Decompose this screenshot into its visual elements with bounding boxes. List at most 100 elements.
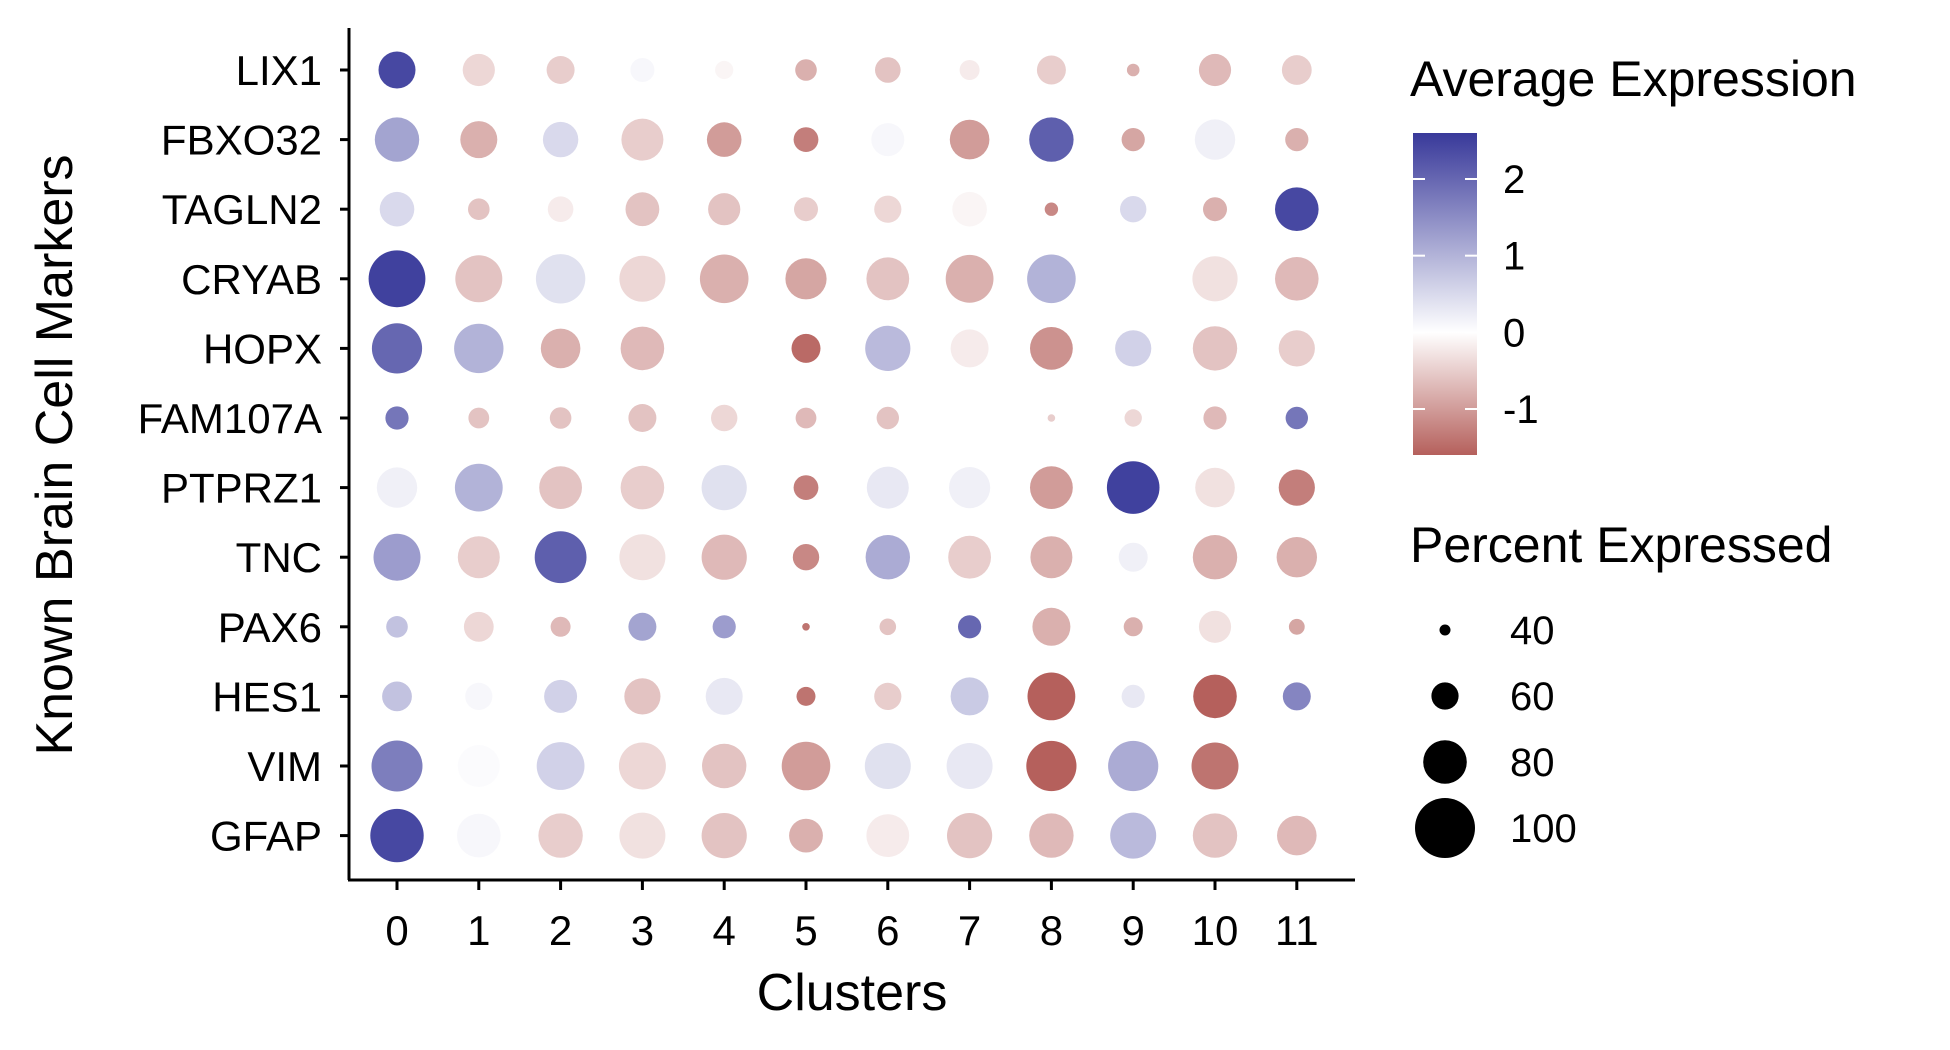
dot-tagln2-cluster-9 bbox=[1120, 196, 1147, 223]
dot-fam107a-cluster-9 bbox=[1124, 409, 1142, 427]
dot-fbxo32-cluster-10 bbox=[1194, 119, 1236, 160]
color-legend-ticks: 2 1 0 -1 bbox=[1413, 158, 1539, 432]
dot-hopx-cluster-6 bbox=[865, 325, 911, 371]
dot-vim-cluster-11 bbox=[1276, 745, 1318, 787]
dot-hopx-cluster-7 bbox=[950, 329, 989, 368]
dot-gfap-cluster-9 bbox=[1110, 812, 1157, 859]
color-legend: Average Expression 2 1 0 -1 bbox=[1410, 51, 1857, 455]
dot-hopx-cluster-5 bbox=[791, 333, 821, 363]
dot-ptprz1-cluster-10 bbox=[1195, 467, 1235, 508]
dot-cryab-cluster-3 bbox=[619, 255, 666, 302]
dot-tnc-cluster-6 bbox=[865, 535, 910, 580]
dot-hes1-cluster-11 bbox=[1282, 682, 1311, 711]
dot-tnc-cluster-0 bbox=[373, 533, 421, 581]
dot-lix1-cluster-8 bbox=[1036, 55, 1066, 85]
dot-cryab-cluster-6 bbox=[866, 257, 910, 301]
dot-hopx-cluster-1 bbox=[454, 323, 504, 374]
dot-tnc-cluster-4 bbox=[701, 534, 747, 580]
y-tick-label: FAM107A bbox=[138, 395, 322, 442]
dot-hes1-cluster-2 bbox=[544, 679, 578, 713]
dot-pax6-cluster-5 bbox=[802, 623, 810, 631]
dot-cryab-cluster-0 bbox=[368, 250, 426, 308]
dot-tnc-cluster-8 bbox=[1030, 536, 1073, 579]
dot-cryab-cluster-11 bbox=[1275, 257, 1319, 301]
dot-tnc-cluster-11 bbox=[1276, 537, 1318, 578]
dot-pax6-cluster-11 bbox=[1288, 618, 1305, 635]
dot-fbxo32-cluster-0 bbox=[374, 117, 420, 162]
dot-ptprz1-cluster-8 bbox=[1030, 466, 1073, 509]
dot-ptprz1-cluster-2 bbox=[539, 466, 582, 509]
dot-tagln2-cluster-1 bbox=[468, 198, 490, 220]
x-tick-label: 11 bbox=[1275, 907, 1319, 954]
x-axis-title: Clusters bbox=[757, 964, 948, 1022]
dot-cryab-cluster-4 bbox=[699, 254, 749, 304]
dot-ptprz1-cluster-0 bbox=[376, 467, 418, 508]
dot-ptprz1-cluster-4 bbox=[701, 465, 747, 511]
size-legend-items: 40 60 80 100 bbox=[1415, 609, 1577, 858]
dot-vim-cluster-3 bbox=[618, 742, 666, 790]
dot-gfap-cluster-11 bbox=[1277, 815, 1317, 856]
dot-tagln2-cluster-3 bbox=[625, 192, 660, 227]
dot-ptprz1-cluster-6 bbox=[866, 466, 909, 509]
dot-vim-cluster-4 bbox=[702, 743, 747, 789]
size-legend-label: 100 bbox=[1510, 807, 1577, 851]
color-legend-tick-label: 1 bbox=[1503, 235, 1525, 279]
dot-fam107a-cluster-3 bbox=[628, 404, 657, 432]
dot-pax6-cluster-4 bbox=[712, 615, 736, 639]
dot-hopx-cluster-2 bbox=[540, 328, 581, 369]
dot-hes1-cluster-4 bbox=[705, 677, 743, 715]
dot-pax6-cluster-2 bbox=[550, 616, 571, 637]
dot-cryab-cluster-7 bbox=[945, 254, 994, 303]
dot-vim-cluster-8 bbox=[1026, 740, 1077, 792]
dot-fbxo32-cluster-1 bbox=[460, 121, 498, 159]
dot-tnc-cluster-2 bbox=[534, 531, 587, 584]
dot-fbxo32-cluster-4 bbox=[706, 122, 742, 157]
dot-fbxo32-cluster-3 bbox=[621, 118, 664, 161]
dot-hopx-cluster-10 bbox=[1192, 326, 1238, 371]
dot-gfap-cluster-8 bbox=[1029, 813, 1074, 858]
dot-vim-cluster-6 bbox=[864, 743, 911, 789]
y-tick-label: TAGLN2 bbox=[162, 186, 322, 233]
dot-fbxo32-cluster-8 bbox=[1029, 117, 1074, 162]
dot-ptprz1-cluster-3 bbox=[620, 465, 665, 510]
size-legend-dot bbox=[1415, 798, 1475, 858]
dot-lix1-cluster-1 bbox=[462, 53, 495, 87]
x-tick-label: 0 bbox=[385, 907, 408, 954]
dot-ptprz1-cluster-7 bbox=[949, 467, 991, 509]
dot-tagln2-cluster-8 bbox=[1044, 202, 1059, 216]
dot-cryab-cluster-5 bbox=[785, 258, 827, 300]
dot-gfap-cluster-5 bbox=[789, 818, 823, 853]
dot-lix1-cluster-10 bbox=[1198, 53, 1232, 87]
dot-tagln2-cluster-6 bbox=[874, 195, 902, 223]
y-tick-label: CRYAB bbox=[181, 256, 322, 303]
dot-tagln2-cluster-10 bbox=[1203, 197, 1227, 222]
dot-hopx-cluster-3 bbox=[620, 326, 665, 371]
color-legend-title: Average Expression bbox=[1410, 51, 1857, 107]
y-tick-label: GFAP bbox=[210, 813, 322, 860]
x-tick-label: 7 bbox=[958, 907, 981, 954]
color-legend-bar bbox=[1413, 133, 1477, 455]
dot-fam107a-cluster-2 bbox=[549, 407, 572, 429]
y-tick-label: HOPX bbox=[203, 325, 322, 372]
y-tick-layer: LIX1 FBXO32 TAGLN2 CRYAB HOPX FAM107A PTPRZ1 TN… bbox=[138, 47, 349, 860]
dot-gfap-cluster-7 bbox=[947, 813, 993, 859]
color-legend-tick-label: -1 bbox=[1503, 388, 1539, 432]
dot-hopx-cluster-0 bbox=[371, 323, 423, 374]
dot-fam107a-cluster-5 bbox=[795, 407, 817, 429]
dot-tnc-cluster-7 bbox=[948, 535, 991, 579]
dot-hes1-cluster-1 bbox=[465, 682, 493, 711]
dot-fam107a-cluster-1 bbox=[468, 407, 490, 429]
dot-hopx-cluster-9 bbox=[1115, 330, 1152, 367]
dot-cryab-cluster-9 bbox=[1115, 261, 1151, 297]
y-tick-label: FBXO32 bbox=[161, 117, 322, 164]
dot-ptprz1-cluster-11 bbox=[1278, 469, 1315, 506]
dot-tnc-cluster-3 bbox=[619, 534, 666, 581]
dot-hes1-cluster-8 bbox=[1027, 672, 1076, 721]
size-legend-title: Percent Expressed bbox=[1410, 517, 1832, 573]
dot-lix1-cluster-9 bbox=[1126, 63, 1140, 77]
dot-pax6-cluster-8 bbox=[1032, 607, 1071, 646]
dot-fam107a-cluster-6 bbox=[876, 406, 899, 430]
dot-pax6-cluster-6 bbox=[879, 618, 897, 636]
x-tick-label: 6 bbox=[876, 907, 899, 954]
